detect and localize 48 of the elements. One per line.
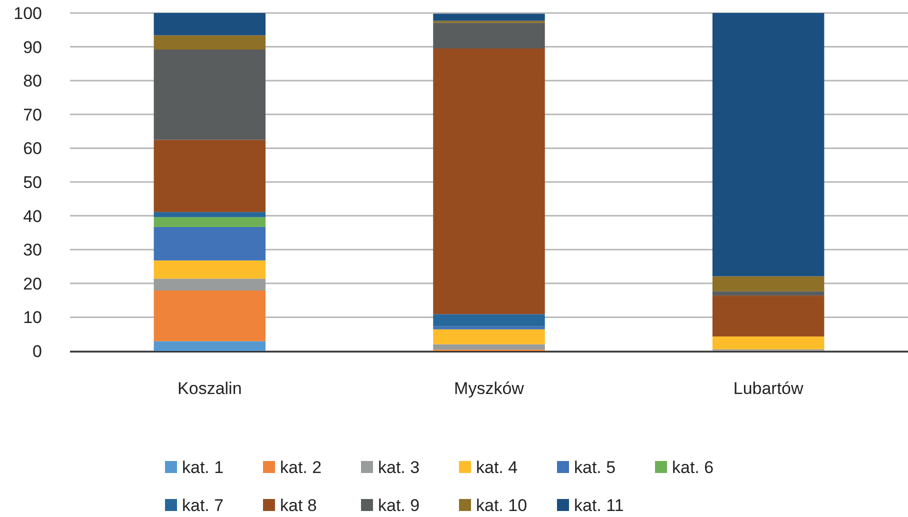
- bar: [154, 341, 266, 351]
- y-tick-label: 10: [23, 308, 42, 328]
- bar: [433, 314, 545, 326]
- x-tick-label: Myszków: [454, 379, 525, 398]
- legend-label: kat. 4: [476, 458, 518, 477]
- legend-label: kat. 1: [182, 458, 224, 477]
- bar: [712, 276, 824, 292]
- bar: [433, 344, 545, 350]
- bar: [154, 50, 266, 140]
- y-tick-label: 100: [14, 4, 42, 23]
- y-tick-label: 70: [23, 105, 42, 124]
- bar: [154, 212, 266, 218]
- bar: [433, 14, 545, 21]
- bar: [433, 48, 545, 314]
- bar: [154, 217, 266, 227]
- bar: [712, 296, 824, 336]
- x-tick-label: Koszalin: [178, 379, 242, 398]
- bar: [154, 290, 266, 342]
- bar: [154, 140, 266, 212]
- legend-label: kat. 7: [182, 496, 224, 515]
- bar: [712, 336, 824, 350]
- legend-label: kat. 5: [574, 458, 616, 477]
- bar: [712, 291, 824, 296]
- bar: [154, 226, 266, 260]
- legend-label: kat. 2: [280, 458, 322, 477]
- legend-label: kat. 11: [574, 496, 624, 515]
- legend-label: kat. 9: [378, 496, 420, 515]
- x-tick-label: Lubartów: [733, 379, 804, 398]
- legend-label: kat. 3: [378, 458, 420, 477]
- bar: [154, 278, 266, 290]
- legend-label: kat 8: [280, 496, 317, 515]
- y-tick-label: 80: [23, 72, 42, 91]
- bar: [154, 260, 266, 279]
- bar: [154, 13, 266, 36]
- bar: [433, 326, 545, 330]
- y-tick-label: 20: [23, 274, 42, 294]
- y-tick-label: 0: [32, 342, 42, 361]
- legend-label: kat. 10: [476, 496, 528, 515]
- y-tick-label: 50: [23, 172, 42, 192]
- bar: [433, 329, 545, 344]
- y-tick-label: 30: [23, 240, 42, 260]
- bar: [154, 35, 266, 50]
- bar: [433, 22, 545, 48]
- bar: [712, 13, 824, 276]
- y-tick-label: 90: [23, 38, 42, 57]
- legend-label: kat. 6: [672, 458, 714, 477]
- y-tick-label: 40: [23, 206, 42, 226]
- y-tick-label: 60: [23, 139, 42, 158]
